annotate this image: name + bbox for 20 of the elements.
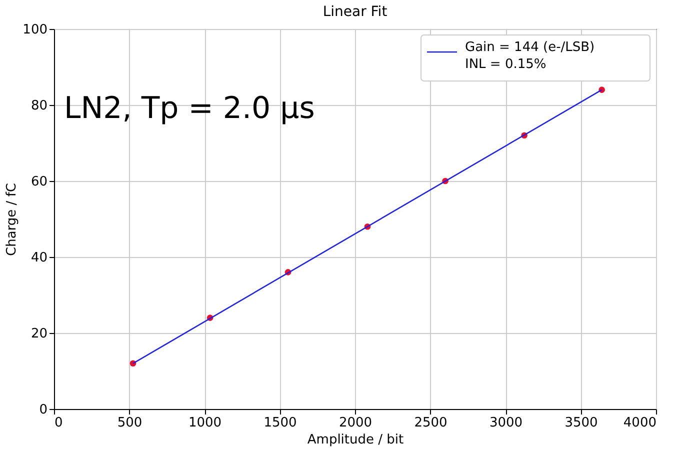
y-tick-label: 80: [30, 98, 48, 114]
x-tick-label: 3500: [564, 416, 598, 430]
y-tick-label: 100: [22, 22, 48, 38]
x-tick-label: 2000: [338, 416, 372, 430]
y-axis-title: Charge / fC: [4, 183, 20, 256]
x-tick-label: 3000: [489, 416, 523, 430]
legend-label: Gain = 144 (e-/LSB) INL = 0.15%: [465, 40, 595, 72]
y-tick-label: 40: [30, 250, 48, 266]
x-tick-label: 1500: [264, 416, 297, 430]
x-tick-label: 4000: [623, 416, 656, 430]
x-tick-label: 0: [54, 416, 63, 430]
y-tick-label: 20: [30, 326, 48, 342]
x-tick-label: 1000: [188, 416, 222, 430]
x-axis-title: Amplitude / bit: [307, 432, 404, 448]
y-tick-label: 0: [39, 402, 48, 418]
x-tick-label: 500: [117, 416, 142, 430]
x-tick-label: 2500: [414, 416, 448, 430]
y-tick-label: 60: [30, 174, 48, 190]
chart-title: Linear Fit: [322, 4, 388, 20]
annotation: LN2, Tp = 2.0 μs: [64, 90, 315, 126]
